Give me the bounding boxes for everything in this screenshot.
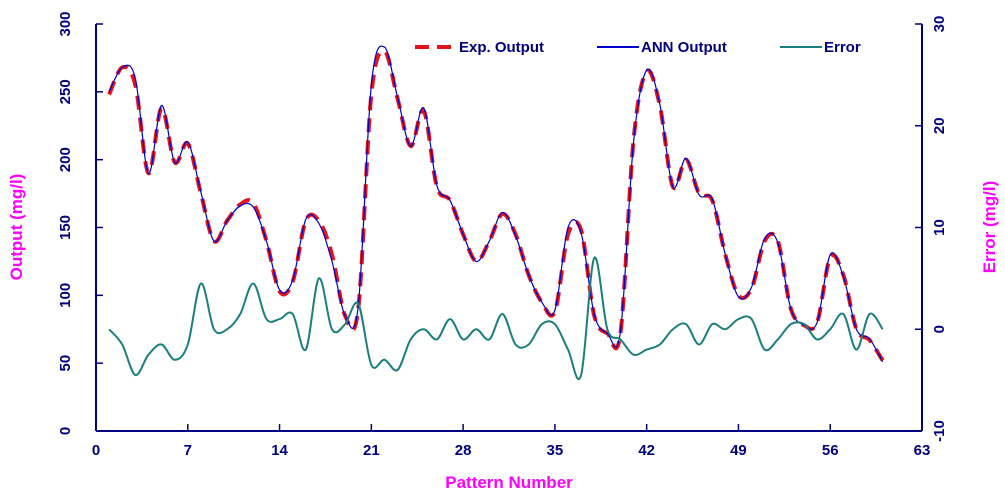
x-tick-label: 7 <box>184 442 192 459</box>
y2-axis-label: Error (mg/l) <box>980 181 999 274</box>
x-tick-label: 49 <box>730 442 747 459</box>
y2-tick-label: 20 <box>931 117 948 134</box>
y-tick-label: 150 <box>57 215 74 240</box>
line-series <box>108 256 884 380</box>
y-tick-label: 300 <box>57 11 74 36</box>
x-tick-label: 42 <box>638 442 655 459</box>
x-tick-label: 14 <box>271 442 288 459</box>
legend-label: Error <box>824 39 861 56</box>
y2-tick-label: 0 <box>931 325 948 333</box>
x-tick-label: 63 <box>914 442 931 459</box>
y-tick-label: 200 <box>57 147 74 172</box>
y-tick-label: 0 <box>57 427 74 435</box>
y-tick-label: 250 <box>57 79 74 104</box>
x-tick-label: 56 <box>822 442 839 459</box>
y2-tick-label: 30 <box>931 16 948 33</box>
y-tick-label: 50 <box>57 355 74 372</box>
line-series <box>107 49 885 362</box>
x-tick-label: 0 <box>92 442 100 459</box>
legend-label: ANN Output <box>641 39 727 56</box>
x-axis-label: Pattern Number <box>445 473 573 492</box>
y-tick-label: 100 <box>57 283 74 308</box>
y2-tick-label: 10 <box>931 219 948 236</box>
x-tick-label: 21 <box>363 442 380 459</box>
legend-label: Exp. Output <box>459 39 544 56</box>
line-series <box>108 45 884 363</box>
x-tick-label: 28 <box>455 442 472 459</box>
y2-tick-label: -10 <box>931 420 948 442</box>
y-axis-label: Output (mg/l) <box>7 174 26 281</box>
x-tick-label: 35 <box>547 442 564 459</box>
